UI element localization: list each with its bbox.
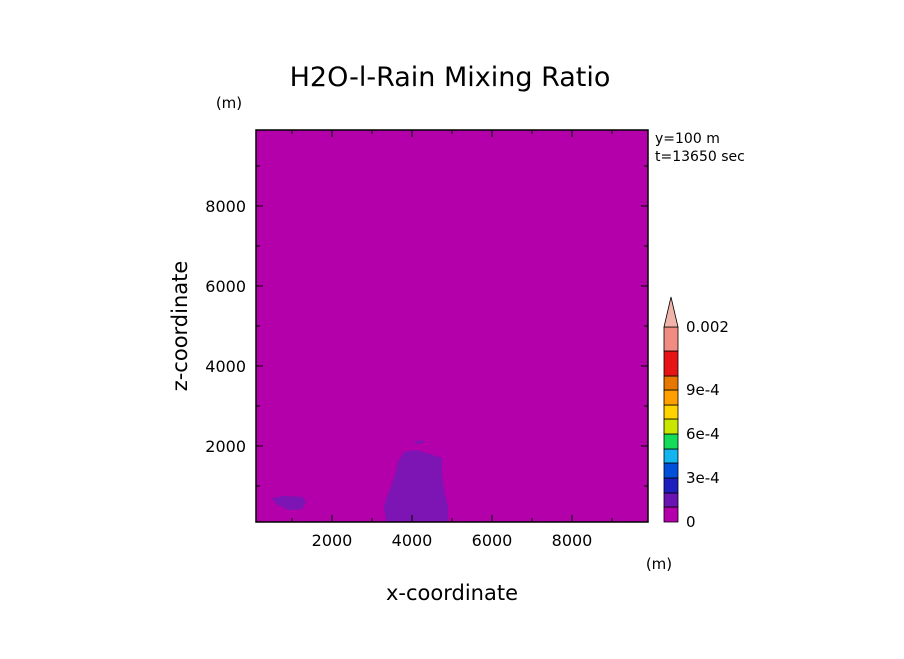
x-axis-label: x-coordinate bbox=[386, 581, 518, 605]
colorbar-segment bbox=[663, 506, 679, 523]
time-label: t=13650 sec bbox=[655, 149, 745, 165]
colorbar-tick-label: 0 bbox=[686, 513, 696, 531]
colorbar-tick-label: 9e-4 bbox=[686, 381, 720, 399]
y-unit-label: (m) bbox=[216, 94, 242, 112]
colorbar-segment bbox=[663, 389, 679, 406]
colorbar-segment bbox=[663, 418, 679, 435]
y-tick-label: 2000 bbox=[205, 437, 246, 456]
chart-title: H2O-l-Rain Mixing Ratio bbox=[290, 62, 611, 93]
contour-region-1 bbox=[272, 496, 306, 510]
plot-background bbox=[256, 130, 648, 522]
x-tick-label: 2000 bbox=[312, 531, 353, 550]
colorbar-segment bbox=[663, 462, 679, 479]
y-tick-label: 4000 bbox=[205, 357, 246, 376]
colorbar-segment bbox=[663, 375, 679, 391]
x-tick-label: 8000 bbox=[552, 531, 593, 550]
colorbar-tick-label: 6e-4 bbox=[686, 425, 720, 443]
colorbar-segment bbox=[663, 350, 679, 377]
x-unit-label: (m) bbox=[646, 555, 672, 573]
colorbar-segment bbox=[663, 448, 679, 464]
colorbar-segment bbox=[663, 433, 679, 450]
x-tick-label: 6000 bbox=[472, 531, 513, 550]
colorbar-segment bbox=[663, 404, 679, 420]
colorbar-segment bbox=[663, 326, 679, 352]
y-tick-label: 8000 bbox=[205, 197, 246, 216]
colorbar-extend-arrow bbox=[663, 296, 679, 328]
contour-region-2 bbox=[414, 440, 424, 444]
slice-label: y=100 m bbox=[655, 131, 720, 147]
colorbar-segment bbox=[663, 492, 679, 508]
colorbar-segment bbox=[663, 477, 679, 494]
colorbar-tick-label: 3e-4 bbox=[686, 469, 720, 487]
colorbar-tick-label: 0.002 bbox=[686, 318, 729, 336]
y-axis-label: z-coordinate bbox=[168, 261, 192, 392]
x-tick-label: 4000 bbox=[392, 531, 433, 550]
contour-region-0 bbox=[384, 450, 448, 522]
y-tick-label: 6000 bbox=[205, 277, 246, 296]
